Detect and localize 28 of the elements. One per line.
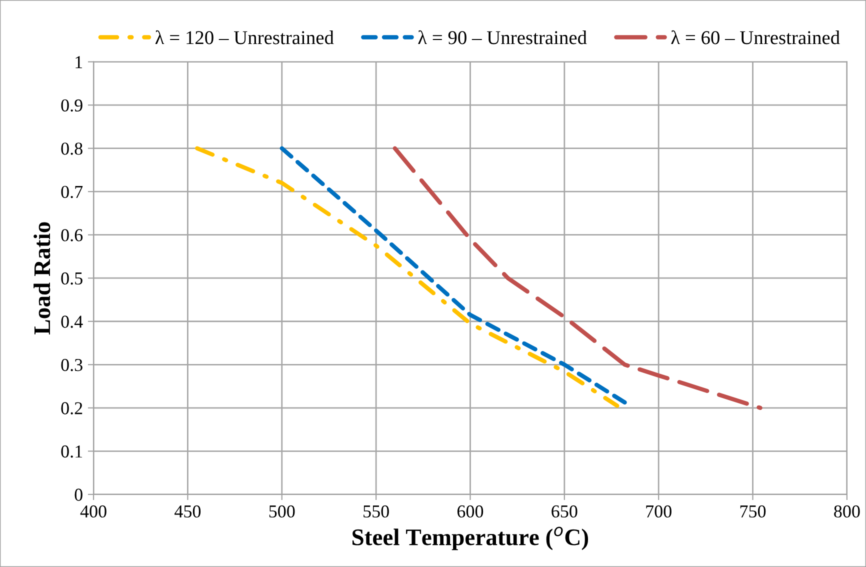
y-tick-label: 0.9 bbox=[61, 99, 82, 112]
x-tick-label: 400 bbox=[80, 505, 106, 518]
x-tick-label: 700 bbox=[646, 505, 672, 518]
y-tick-label: 0.7 bbox=[61, 186, 83, 198]
y-tick-label: 0.5 bbox=[61, 272, 82, 285]
y-tick-label: 0.1 bbox=[61, 445, 82, 458]
y-tick-label: 0.6 bbox=[61, 229, 83, 242]
line-series bbox=[280, 146, 629, 406]
y-tick-label: 0.4 bbox=[61, 316, 83, 328]
y-tick-label: 0.2 bbox=[61, 402, 82, 414]
legend-label: λ = 60 – Unrestrained bbox=[671, 30, 840, 44]
x-tick-label: 750 bbox=[740, 505, 766, 518]
x-tick-label: 450 bbox=[174, 505, 201, 518]
x-tick-label: 550 bbox=[364, 505, 389, 518]
y-tick-label: 0.3 bbox=[61, 358, 82, 372]
x-axis-title: Steel Temperature ($^{o}$C) bbox=[352, 526, 588, 550]
x-tick-label: 650 bbox=[552, 505, 578, 518]
y-tick-label: 1 bbox=[76, 56, 82, 68]
legend-label: λ = 120 – Unrestrained bbox=[155, 30, 334, 44]
y-tick-label: 0.8 bbox=[61, 142, 82, 155]
x-tick-label: 500 bbox=[269, 505, 295, 518]
y-tick-label: 0 bbox=[74, 488, 82, 501]
line-series bbox=[195, 146, 620, 408]
line-series bbox=[392, 146, 762, 410]
x-tick-label: 800 bbox=[834, 505, 860, 518]
y-axis-title: Load Ratio bbox=[34, 222, 50, 334]
x-tick-label: 600 bbox=[457, 505, 484, 518]
legend-label: λ = 90 – Unrestrained bbox=[418, 30, 587, 44]
